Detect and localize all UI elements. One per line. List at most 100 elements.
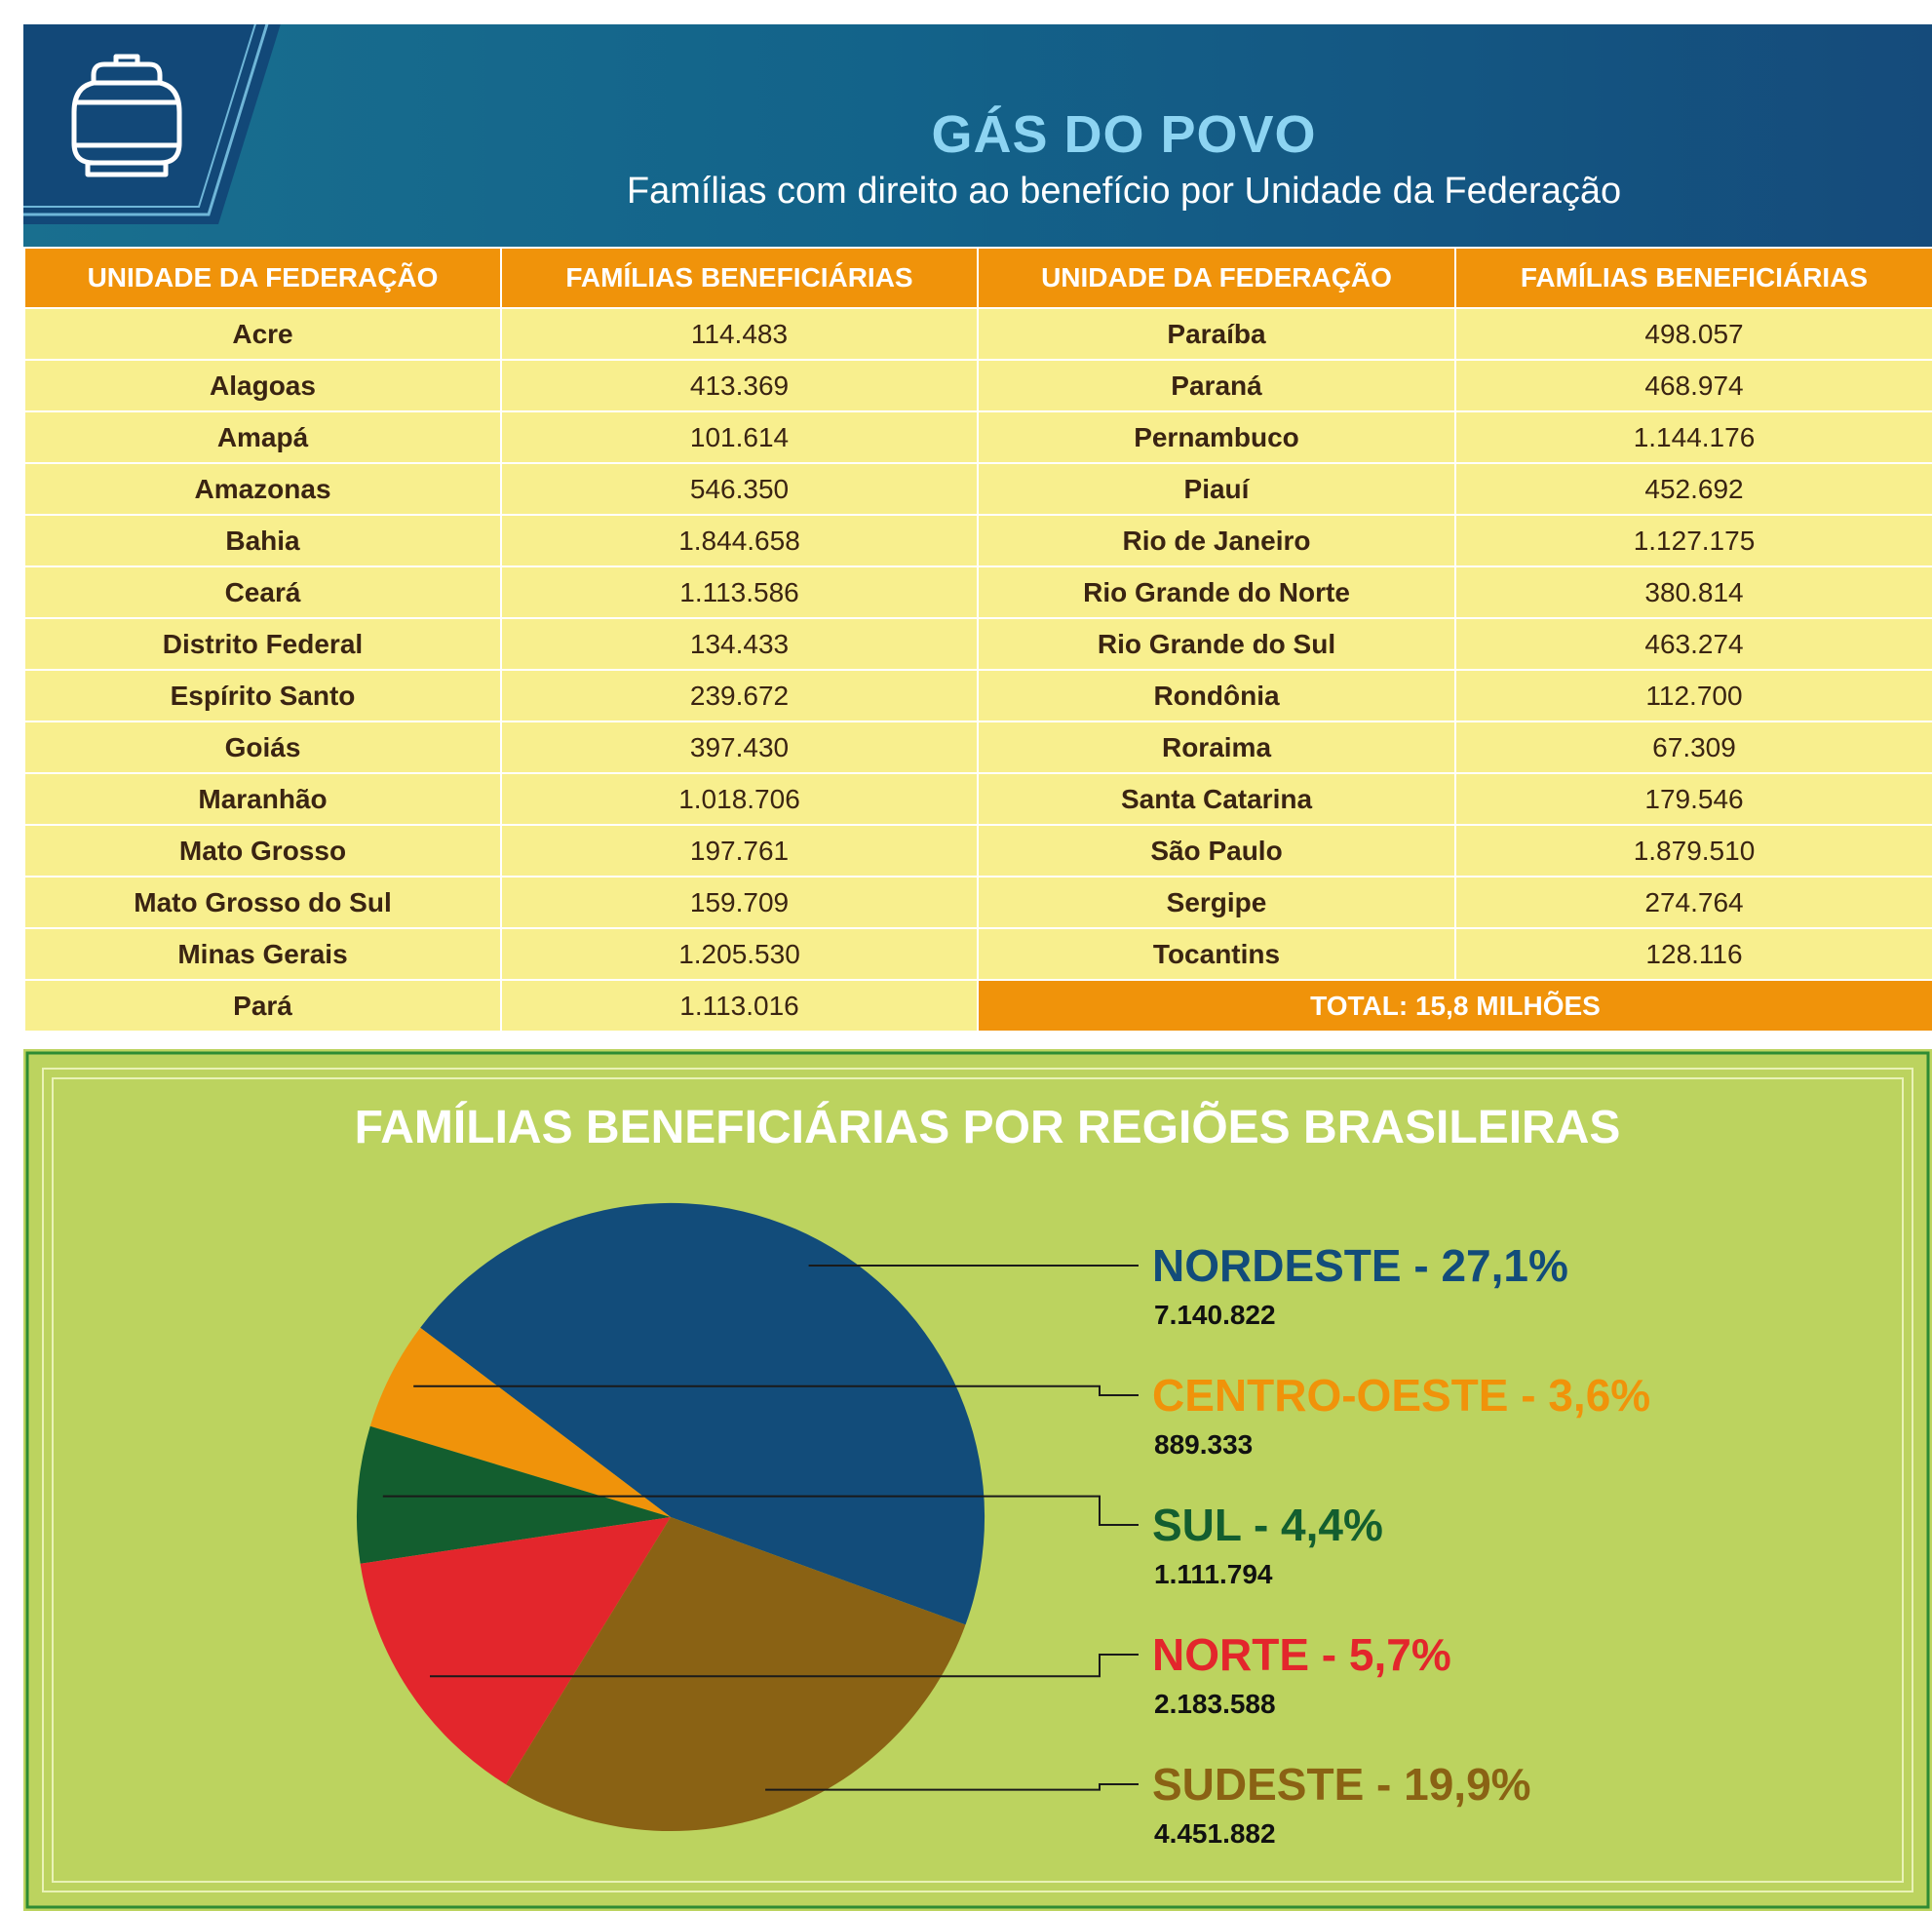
legend-value-sudeste: 4.451.882 bbox=[1154, 1818, 1276, 1849]
table-row: Maranhão 1.018.706 bbox=[23, 772, 979, 826]
families-cell: 498.057 bbox=[1454, 307, 1932, 361]
state-cell: Paraíba bbox=[977, 307, 1456, 361]
column-header-state: UNIDADE DA FEDERAÇÃO bbox=[23, 247, 502, 309]
state-cell: Pernambuco bbox=[977, 410, 1456, 464]
families-cell: 239.672 bbox=[500, 669, 979, 722]
legend-label-nordeste: NORDESTE - 27,1% bbox=[1152, 1240, 1568, 1291]
families-cell: 413.369 bbox=[500, 359, 979, 412]
table-row: Sergipe 274.764 bbox=[977, 876, 1932, 929]
table-row: Distrito Federal 134.433 bbox=[23, 617, 979, 671]
families-cell: 1.144.176 bbox=[1454, 410, 1932, 464]
families-cell: 1.113.016 bbox=[500, 979, 979, 1033]
families-cell: 1.127.175 bbox=[1454, 514, 1932, 567]
state-cell: Acre bbox=[23, 307, 502, 361]
table-left: UNIDADE DA FEDERAÇÃO FAMÍLIAS BENEFICIÁR… bbox=[23, 247, 979, 1033]
panel-frame-middle bbox=[42, 1068, 1913, 1892]
table-row: Amazonas 546.350 bbox=[23, 462, 979, 516]
table-row: Rondônia 112.700 bbox=[977, 669, 1932, 722]
families-cell: 1.018.706 bbox=[500, 772, 979, 826]
state-cell: Bahia bbox=[23, 514, 502, 567]
families-cell: 67.309 bbox=[1454, 721, 1932, 774]
state-cell: Mato Grosso do Sul bbox=[23, 876, 502, 929]
table-row: Rio de Janeiro 1.127.175 bbox=[977, 514, 1932, 567]
table-row: Pará 1.113.016 bbox=[23, 979, 979, 1033]
state-cell: Rio Grande do Sul bbox=[977, 617, 1456, 671]
table-row: Mato Grosso do Sul 159.709 bbox=[23, 876, 979, 929]
legend-label-centro-oeste: CENTRO-OESTE - 3,6% bbox=[1152, 1370, 1650, 1421]
state-cell: Distrito Federal bbox=[23, 617, 502, 671]
state-cell: Tocantins bbox=[977, 927, 1456, 981]
column-header-families: FAMÍLIAS BENEFICIÁRIAS bbox=[500, 247, 979, 309]
table-row: Ceará 1.113.586 bbox=[23, 566, 979, 619]
header-badge bbox=[23, 24, 281, 224]
panel-frame-inner bbox=[52, 1077, 1904, 1883]
families-cell: 1.844.658 bbox=[500, 514, 979, 567]
leader-line-sul bbox=[382, 1495, 1139, 1526]
families-cell: 1.879.510 bbox=[1454, 824, 1932, 878]
families-cell: 1.205.530 bbox=[500, 927, 979, 981]
families-by-state-table: UNIDADE DA FEDERAÇÃO FAMÍLIAS BENEFICIÁR… bbox=[23, 247, 1932, 1049]
families-cell: 463.274 bbox=[1454, 617, 1932, 671]
leader-line-norte bbox=[430, 1654, 1139, 1678]
legend-labels: NORDESTE - 27,1% 7.140.822 CENTRO-OESTE - … bbox=[1152, 1240, 1650, 1849]
families-cell: 112.700 bbox=[1454, 669, 1932, 722]
families-cell: 274.764 bbox=[1454, 876, 1932, 929]
table-row: Piauí 452.692 bbox=[977, 462, 1932, 516]
leader-lines bbox=[382, 1265, 1139, 1791]
state-cell: Sergipe bbox=[977, 876, 1456, 929]
legend-value-sul: 1.111.794 bbox=[1154, 1559, 1273, 1589]
table-row: Tocantins 128.116 bbox=[977, 927, 1932, 981]
state-cell: Roraima bbox=[977, 721, 1456, 774]
header-banner: GÁS DO POVO Famílias com direito ao bene… bbox=[23, 24, 1932, 247]
leader-line-centro-oeste bbox=[413, 1384, 1139, 1396]
table-row: Santa Catarina 179.546 bbox=[977, 772, 1932, 826]
state-cell: Rondônia bbox=[977, 669, 1456, 722]
state-cell: Maranhão bbox=[23, 772, 502, 826]
families-cell: 546.350 bbox=[500, 462, 979, 516]
table-row: Acre 114.483 bbox=[23, 307, 979, 361]
state-cell: Amazonas bbox=[23, 462, 502, 516]
legend-label-norte: NORTE - 5,7% bbox=[1152, 1629, 1451, 1680]
table-row: Amapá 101.614 bbox=[23, 410, 979, 464]
column-header-families: FAMÍLIAS BENEFICIÁRIAS bbox=[1454, 247, 1932, 309]
legend-value-nordeste: 7.140.822 bbox=[1154, 1300, 1276, 1330]
state-cell: Paraná bbox=[977, 359, 1456, 412]
page-title: GÁS DO POVO bbox=[931, 105, 1317, 164]
gas-cylinder-icon bbox=[71, 54, 182, 177]
pie-slice-norte bbox=[360, 1517, 671, 1785]
state-cell: Amapá bbox=[23, 410, 502, 464]
chart-title: FAMÍLIAS BENEFICIÁRIAS POR REGIÕES BRASI… bbox=[355, 1100, 1621, 1153]
state-cell: Pará bbox=[23, 979, 502, 1033]
pie-slice-centro-oeste bbox=[369, 1327, 671, 1517]
table-row: Rio Grande do Sul 463.274 bbox=[977, 617, 1932, 671]
families-cell: 452.692 bbox=[1454, 462, 1932, 516]
regions-chart-panel: FAMÍLIAS BENEFICIÁRIAS POR REGIÕES BRASI… bbox=[23, 1049, 1932, 1911]
pie-slice-nordeste bbox=[420, 1202, 985, 1625]
state-cell: Goiás bbox=[23, 721, 502, 774]
total-row: TOTAL: 15,8 MILHÕES bbox=[977, 979, 1932, 1033]
state-cell: Santa Catarina bbox=[977, 772, 1456, 826]
pie-slice-sudeste bbox=[506, 1517, 966, 1832]
families-cell: 179.546 bbox=[1454, 772, 1932, 826]
state-cell: Piauí bbox=[977, 462, 1456, 516]
families-cell: 114.483 bbox=[500, 307, 979, 361]
table-row: Minas Gerais 1.205.530 bbox=[23, 927, 979, 981]
families-cell: 380.814 bbox=[1454, 566, 1932, 619]
leader-line-sudeste bbox=[765, 1783, 1139, 1791]
families-cell: 134.433 bbox=[500, 617, 979, 671]
state-cell: São Paulo bbox=[977, 824, 1456, 878]
table-row: Paraíba 498.057 bbox=[977, 307, 1932, 361]
families-cell: 397.430 bbox=[500, 721, 979, 774]
state-cell: Mato Grosso bbox=[23, 824, 502, 878]
state-cell: Rio de Janeiro bbox=[977, 514, 1456, 567]
table-row: Rio Grande do Norte 380.814 bbox=[977, 566, 1932, 619]
legend-value-norte: 2.183.588 bbox=[1154, 1689, 1276, 1719]
table-row: Bahia 1.844.658 bbox=[23, 514, 979, 567]
table-row: Mato Grosso 197.761 bbox=[23, 824, 979, 878]
page-subtitle: Famílias com direito ao benefício por Un… bbox=[626, 171, 1622, 212]
column-header-state: UNIDADE DA FEDERAÇÃO bbox=[977, 247, 1456, 309]
families-cell: 1.113.586 bbox=[500, 566, 979, 619]
table-row: São Paulo 1.879.510 bbox=[977, 824, 1932, 878]
families-cell: 468.974 bbox=[1454, 359, 1932, 412]
families-cell: 101.614 bbox=[500, 410, 979, 464]
